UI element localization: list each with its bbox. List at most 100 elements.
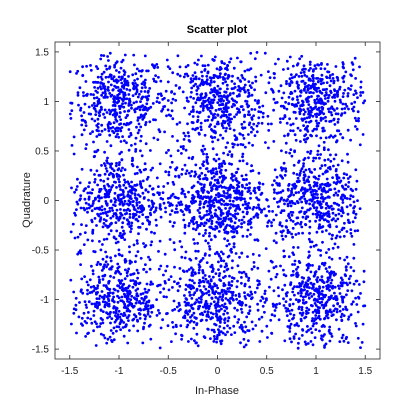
scatter-point: [285, 80, 288, 83]
scatter-point: [183, 192, 187, 196]
scatter-point: [335, 107, 339, 110]
scatter-point: [108, 51, 112, 55]
scatter-point: [154, 209, 158, 212]
scatter-point: [320, 182, 324, 186]
scatter-point: [325, 300, 329, 304]
scatter-point: [252, 122, 256, 126]
scatter-point: [282, 105, 286, 109]
scatter-point: [214, 196, 217, 200]
scatter-point: [217, 316, 221, 320]
scatter-point: [134, 289, 138, 292]
scatter-point: [218, 68, 222, 72]
scatter-point: [120, 213, 124, 217]
scatter-point: [338, 87, 341, 91]
scatter-point: [87, 195, 91, 199]
scatter-point: [135, 125, 138, 129]
scatter-point: [355, 303, 359, 306]
scatter-point: [149, 306, 153, 310]
scatter-point: [222, 106, 226, 110]
scatter-point: [208, 231, 212, 235]
scatter-point: [148, 267, 152, 271]
scatter-point: [76, 91, 80, 94]
scatter-point: [190, 86, 194, 90]
scatter-point: [351, 300, 355, 304]
scatter-point: [200, 171, 204, 175]
scatter-point: [346, 341, 350, 344]
scatter-point: [212, 205, 216, 208]
scatter-point: [241, 152, 245, 156]
scatter-point: [102, 297, 106, 301]
scatter-point: [311, 69, 315, 73]
scatter-point: [116, 132, 119, 136]
scatter-point: [98, 325, 102, 328]
scatter-point: [100, 123, 104, 127]
scatter-point: [350, 102, 354, 105]
scatter-point: [135, 268, 139, 272]
scatter-point: [103, 85, 107, 88]
scatter-point: [82, 111, 86, 114]
scatter-point: [272, 108, 275, 112]
scatter-point: [337, 208, 340, 212]
scatter-point: [216, 101, 220, 104]
scatter-point: [329, 295, 333, 299]
scatter-point: [226, 191, 229, 195]
scatter-point: [189, 77, 193, 81]
scatter-point: [202, 280, 206, 284]
scatter-point: [317, 174, 321, 178]
scatter-point: [239, 198, 243, 202]
scatter-point: [230, 333, 233, 336]
scatter-point: [320, 164, 324, 168]
scatter-point: [181, 210, 184, 214]
scatter-point: [302, 113, 306, 116]
scatter-point: [111, 126, 115, 129]
scatter-point: [315, 230, 319, 234]
scatter-point: [306, 311, 310, 315]
scatter-point: [103, 128, 107, 131]
scatter-point: [204, 228, 208, 232]
scatter-point: [233, 331, 237, 334]
scatter-point: [129, 131, 133, 135]
scatter-point: [196, 115, 200, 119]
scatter-point: [117, 248, 121, 252]
scatter-point: [329, 111, 333, 114]
scatter-point: [80, 277, 84, 281]
scatter-point: [297, 341, 300, 345]
scatter-point: [105, 311, 108, 314]
scatter-point: [354, 125, 357, 128]
scatter-point: [127, 148, 131, 152]
scatter-point: [106, 161, 109, 165]
scatter-point: [294, 332, 297, 336]
scatter-point: [149, 208, 153, 212]
scatter-point: [314, 317, 317, 320]
scatter-point: [115, 329, 118, 333]
scatter-point: [207, 170, 210, 173]
scatter-point: [109, 144, 113, 148]
scatter-point: [79, 206, 83, 210]
scatter-point: [298, 57, 302, 61]
scatter-point: [215, 214, 218, 217]
scatter-point: [328, 256, 331, 259]
scatter-point: [192, 320, 196, 324]
scatter-point: [283, 173, 287, 177]
scatter-point: [142, 80, 146, 84]
scatter-point: [171, 117, 175, 121]
scatter-point: [272, 239, 276, 243]
scatter-point: [360, 341, 364, 344]
scatter-point: [147, 288, 151, 292]
scatter-point: [134, 136, 138, 140]
scatter-point: [196, 344, 200, 348]
scatter-point: [305, 263, 309, 267]
scatter-point: [70, 186, 73, 190]
scatter-point: [191, 74, 195, 77]
scatter-point: [211, 101, 215, 104]
scatter-point: [255, 196, 258, 200]
scatter-point: [178, 65, 182, 69]
scatter-point: [157, 185, 160, 189]
scatter-point: [296, 176, 300, 180]
scatter-point: [316, 149, 320, 153]
scatter-point: [243, 69, 247, 73]
scatter-point: [274, 213, 278, 217]
scatter-point: [204, 80, 208, 84]
scatter-point: [286, 132, 290, 136]
scatter-point: [195, 298, 199, 302]
